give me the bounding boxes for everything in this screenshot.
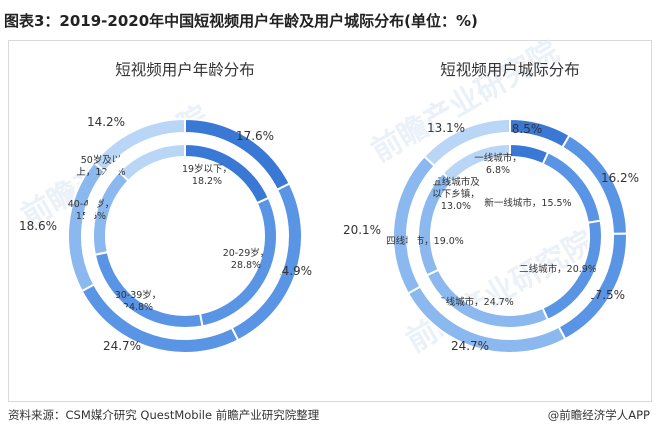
chart-1-ring-gap [82,133,288,339]
chart-1-outer-label-2: 24.9% [274,264,312,278]
chart-2-outer-label-3: 17.5% [587,288,625,302]
chart-frame [8,40,652,402]
chart-2-outer-slice-6 [422,117,511,168]
chart-1-outer-label-3: 24.7% [103,339,141,353]
chart-2-inner-label-4: 三线城市，24.7% [436,296,514,308]
chart-2-outer-label-2: 16.2% [601,171,639,185]
chart-1-outer-slice-5 [92,117,186,173]
chart-1-title: 短视频用户年龄分布 [115,61,255,79]
chart-2-inner-label-6: 五线城市及以下乡镇， 13.0% [432,176,480,212]
chart-1-outer-label-1: 17.6% [236,129,274,143]
chart-1-outer-label-4: 18.6% [19,219,57,233]
chart-1-outer-label-5: 14.2% [87,115,125,129]
chart-2-outer-label-1: 8.5% [512,122,543,136]
chart-2-outer-label-6: 13.1% [427,121,465,135]
chart-2-ring-gap [407,133,613,339]
chart-2-title: 短视频用户城际分布 [440,61,580,79]
chart-1-inner-label-2: 20-29岁， 28.8% [223,247,270,271]
chart-1-inner-label-1: 19岁以下， 18.2% [182,163,232,187]
source-note: 资料来源：CSM媒介研究 QuestMobile 前瞻产业研究院整理 [8,408,320,422]
chart-2-inner-label-2: 新一线城市，15.5% [484,197,571,209]
chart-2-inner-label-3: 二线城市，20.9% [519,263,597,275]
chart-2-inner-slice-6 [441,142,511,184]
chart-1-inner-label-3: 30-39岁， 24.8% [115,289,162,313]
chart-1-inner-slice-5 [117,142,186,183]
chart-1-inner-label-5: 50岁及以上，12.7% [76,154,125,178]
page-title: 图表3：2019-2020年中国短视频用户年龄及用户城际分布(单位：%) [4,12,478,30]
chart-2-outer-label-4: 24.7% [451,339,489,353]
chart-2-inner-label-1: 一线城市， 6.8% [474,152,522,176]
brand-credit: @前瞻经济学人APP [547,408,650,422]
chart-2-outer-label-5: 20.1% [343,223,381,237]
chart-2-inner-label-5: 四线城市，19.0% [386,235,464,247]
